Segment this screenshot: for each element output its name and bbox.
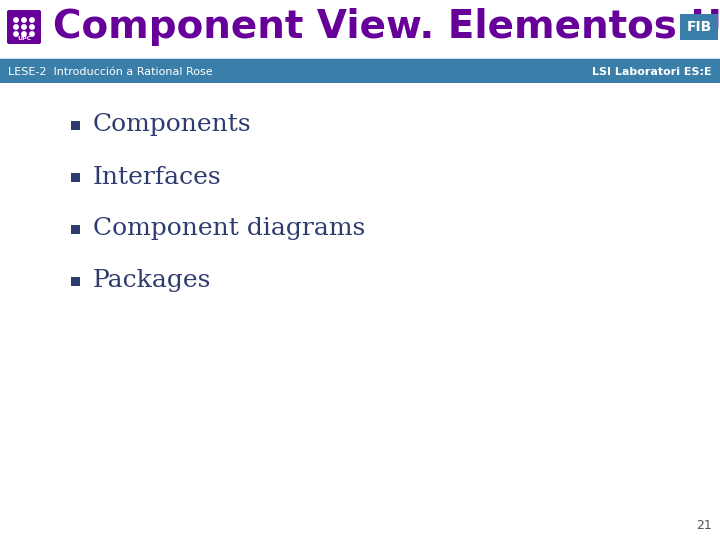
Circle shape [22, 25, 26, 29]
FancyBboxPatch shape [71, 276, 79, 286]
FancyBboxPatch shape [71, 225, 79, 233]
Text: Component diagrams: Component diagrams [93, 218, 365, 240]
Text: 21: 21 [696, 519, 712, 532]
FancyBboxPatch shape [680, 14, 718, 40]
FancyBboxPatch shape [7, 10, 41, 44]
Text: LSI Laboratori ES:E: LSI Laboratori ES:E [593, 67, 712, 77]
Text: LESE-2  Introducción a Rational Rose: LESE-2 Introducción a Rational Rose [8, 67, 212, 77]
FancyBboxPatch shape [71, 120, 79, 130]
Text: Packages: Packages [93, 269, 212, 293]
Text: Component View. Elementos UML: Component View. Elementos UML [53, 8, 720, 46]
Circle shape [30, 25, 35, 29]
Circle shape [30, 18, 35, 22]
FancyBboxPatch shape [0, 61, 720, 83]
Text: Components: Components [93, 113, 251, 137]
Text: Interfaces: Interfaces [93, 165, 222, 188]
Circle shape [14, 18, 18, 22]
Circle shape [14, 25, 18, 29]
Text: UPC: UPC [17, 36, 31, 40]
Text: FIB: FIB [686, 20, 711, 34]
FancyBboxPatch shape [71, 172, 79, 181]
Circle shape [22, 18, 26, 22]
Circle shape [22, 32, 26, 36]
Circle shape [30, 32, 35, 36]
Circle shape [14, 32, 18, 36]
